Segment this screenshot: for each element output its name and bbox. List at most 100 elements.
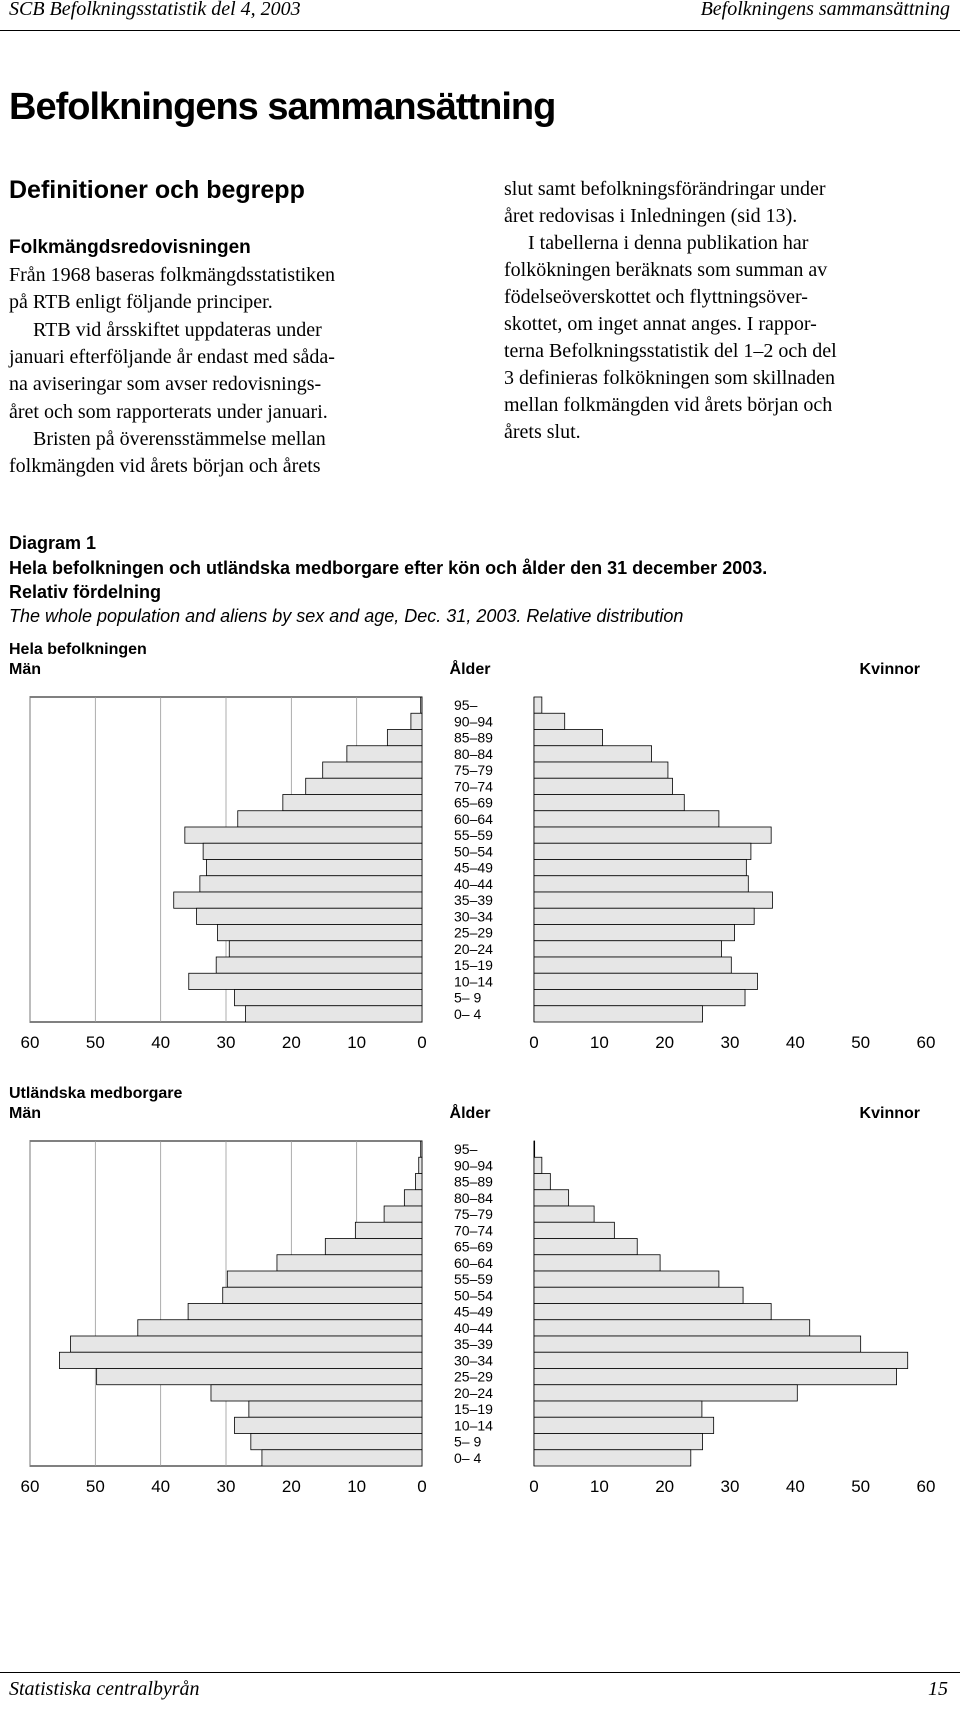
bar-men — [222, 1286, 423, 1304]
bar-women — [533, 1416, 715, 1434]
age-label: 80–84 — [454, 746, 493, 762]
age-label: 60–64 — [454, 811, 493, 827]
bar-men — [188, 972, 423, 990]
bar-women — [533, 1335, 862, 1353]
age-label: 30–34 — [454, 1352, 493, 1368]
bar-women — [533, 1368, 898, 1386]
age-label: 20–24 — [454, 1385, 493, 1401]
text-line: RTB vid årsskiftet uppdateras under — [33, 318, 322, 341]
age-label: 65–69 — [454, 795, 493, 811]
bar-women — [533, 1303, 772, 1321]
bar-women — [533, 940, 722, 958]
bar-women — [533, 1238, 638, 1256]
text-line: na aviseringar som avser redovisnings- — [9, 373, 322, 396]
bar-women — [533, 1254, 661, 1272]
bar-women — [533, 810, 720, 828]
bar-men — [228, 940, 423, 958]
page-title: Befolkningens sammansättning — [9, 86, 556, 128]
age-label: 55–59 — [454, 1271, 493, 1287]
text-line: på RTB enligt följande principer. — [9, 291, 273, 314]
age-label: 50–54 — [454, 843, 493, 859]
bar-women — [533, 1173, 551, 1191]
x-tick-label: 0 — [417, 1033, 426, 1052]
bar-women — [533, 1205, 595, 1223]
x-tick-label: 40 — [151, 1033, 170, 1052]
bar-women — [533, 1400, 703, 1418]
bar-men — [226, 1270, 423, 1288]
age-label: 15–19 — [454, 1401, 493, 1417]
bar-women — [533, 761, 669, 779]
bar-men — [420, 696, 423, 714]
bar-men — [383, 1205, 423, 1223]
text-line: skottet, om inget annat anges. I rappor- — [504, 313, 817, 335]
legend-left: Män — [9, 1105, 41, 1122]
text-line: slut samt befolkningsförändringar under — [504, 178, 826, 200]
bar-men — [187, 1303, 423, 1321]
x-tick-label: 50 — [86, 1477, 105, 1496]
bar-men — [420, 1140, 423, 1158]
subheading: Folkmängdsredovisningen — [9, 237, 251, 258]
legend-right: Kvinnor — [860, 1105, 920, 1122]
age-label: 90–94 — [454, 713, 493, 729]
bar-men — [70, 1335, 423, 1353]
x-tick-label: 20 — [655, 1033, 674, 1052]
bar-men — [237, 810, 423, 828]
age-label: 40–44 — [454, 876, 493, 892]
x-tick-label: 60 — [21, 1477, 40, 1496]
bar-women — [533, 826, 772, 844]
bar-women — [533, 696, 543, 714]
text-line: terna Befolkningsstatistik del 1–2 och d… — [504, 340, 837, 362]
age-label: 55–59 — [454, 827, 493, 843]
x-tick-label: 20 — [282, 1033, 301, 1052]
bar-women — [533, 1270, 720, 1288]
text-line: födelseöverskottet och flyttningsöver- — [504, 286, 808, 308]
diagram-english: The whole population and aliens by sex a… — [9, 606, 684, 626]
x-tick-label: 10 — [347, 1477, 366, 1496]
bar-women — [533, 1449, 692, 1467]
bar-women — [533, 989, 746, 1007]
age-label: 60–64 — [454, 1255, 493, 1271]
bar-men — [245, 1005, 423, 1023]
x-tick-label: 30 — [721, 1033, 740, 1052]
bar-men — [59, 1351, 423, 1369]
bar-men — [248, 1400, 423, 1418]
age-label: 80–84 — [454, 1190, 493, 1206]
chart-title: Hela befolkningen — [9, 641, 147, 658]
legend-right: Kvinnor — [860, 661, 920, 678]
age-label: 45–49 — [454, 860, 493, 876]
x-tick-label: 10 — [590, 1477, 609, 1496]
bar-men — [324, 1238, 423, 1256]
bar-men — [205, 859, 423, 877]
bar-women — [533, 907, 755, 925]
text-line: 3 definieras folkökningen som skillnaden — [504, 367, 836, 389]
bar-women — [533, 1005, 703, 1023]
x-tick-label: 50 — [851, 1477, 870, 1496]
age-label: 75–79 — [454, 1206, 493, 1222]
bar-women — [533, 1140, 536, 1158]
bar-men — [199, 875, 423, 893]
age-label: 5– 9 — [454, 1434, 481, 1450]
bar-men — [305, 777, 423, 795]
age-label: 70–74 — [454, 1222, 493, 1238]
category-axis-label: Ålder — [450, 659, 491, 678]
text-line: Bristen på överensstämmelse mellan — [33, 427, 326, 450]
x-tick-label: 10 — [590, 1033, 609, 1052]
age-label: 70–74 — [454, 778, 493, 794]
x-tick-label: 20 — [655, 1477, 674, 1496]
age-label: 20–24 — [454, 941, 493, 957]
text-line: januari efterföljande år endast med såda… — [9, 345, 335, 368]
bar-women — [533, 1384, 798, 1402]
x-tick-label: 60 — [917, 1033, 936, 1052]
x-tick-label: 0 — [417, 1477, 426, 1496]
bar-men — [418, 1156, 423, 1174]
x-tick-label: 30 — [217, 1477, 236, 1496]
bar-women — [533, 1286, 744, 1304]
diagram-label: Diagram 1 — [9, 533, 97, 553]
page-number: 15 — [928, 1678, 948, 1700]
age-label: 65–69 — [454, 1239, 493, 1255]
x-tick-label: 30 — [721, 1477, 740, 1496]
bar-women — [533, 1221, 615, 1239]
age-label: 50–54 — [454, 1287, 493, 1303]
footer-rule — [0, 1672, 960, 1673]
